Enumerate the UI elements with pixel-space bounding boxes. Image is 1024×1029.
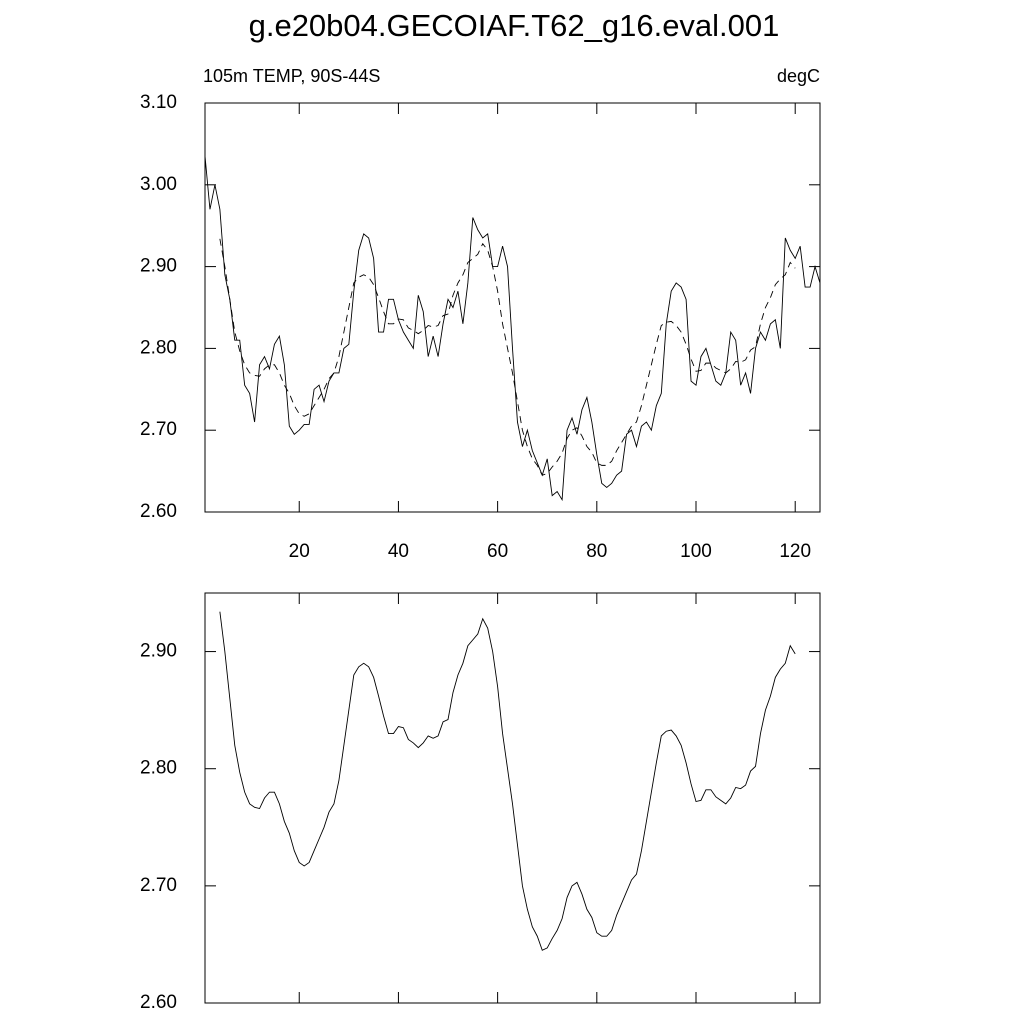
y-tick-label: 3.10 <box>140 92 177 113</box>
y-tick-label: 2.90 <box>140 641 177 662</box>
y-tick-label: 2.80 <box>140 337 177 358</box>
data-line <box>204 156 821 502</box>
data-line <box>219 238 796 476</box>
x-tick-label: 100 <box>680 541 712 562</box>
y-tick-label: 2.80 <box>140 758 177 779</box>
x-tick-label: 60 <box>487 541 508 562</box>
plot-frame <box>204 102 821 513</box>
y-tick-label: 3.00 <box>140 174 177 195</box>
subtitle-right: degC <box>777 66 820 86</box>
y-tick-label: 2.70 <box>140 875 177 896</box>
y-tick-label: 2.60 <box>140 501 177 522</box>
data-line <box>219 611 796 951</box>
y-tick-label: 2.70 <box>140 419 177 440</box>
x-tick-label: 40 <box>388 541 409 562</box>
y-tick-label: 2.60 <box>140 992 177 1013</box>
plot-frame <box>204 592 821 1004</box>
x-tick-label: 120 <box>779 541 811 562</box>
chart-title: g.e20b04.GECOIAF.T62_g16.eval.001 <box>249 8 780 43</box>
subtitle-left: 105m TEMP, 90S-44S <box>203 66 380 86</box>
x-tick-label: 20 <box>289 541 310 562</box>
x-tick-label: 80 <box>586 541 607 562</box>
y-tick-label: 2.90 <box>140 256 177 277</box>
